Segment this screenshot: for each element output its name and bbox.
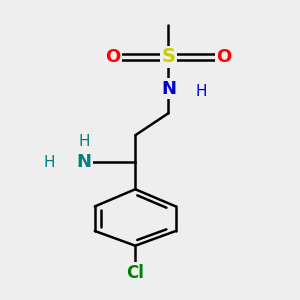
Text: H: H <box>78 134 89 149</box>
Text: O: O <box>216 48 231 66</box>
Text: N: N <box>161 80 176 98</box>
Text: O: O <box>106 48 121 66</box>
Text: N: N <box>76 153 91 171</box>
Text: Cl: Cl <box>126 264 144 282</box>
Text: S: S <box>161 47 176 66</box>
Text: H: H <box>43 155 55 170</box>
Text: H: H <box>196 84 207 99</box>
